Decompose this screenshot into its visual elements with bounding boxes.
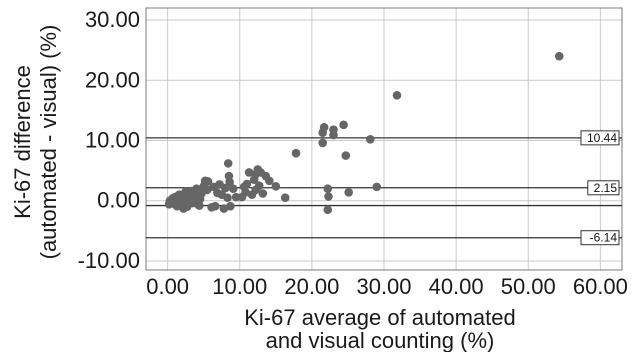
data-point	[228, 184, 238, 193]
data-point	[239, 182, 249, 192]
y-axis-title-line-1: Ki-67 difference	[10, 65, 35, 219]
reference-label-text: 2.15	[594, 181, 618, 195]
x-tick-label: 40.00	[429, 274, 484, 299]
reference-label-text: 10.44	[587, 131, 617, 145]
data-point	[271, 181, 281, 191]
data-point	[217, 190, 227, 200]
data-point	[280, 193, 290, 203]
data-point	[195, 201, 204, 210]
x-tick-label: 20.00	[284, 274, 339, 299]
data-point	[199, 181, 208, 191]
data-point	[182, 192, 191, 202]
y-tick-label: 0.00	[97, 188, 140, 213]
data-point	[339, 120, 348, 130]
x-tick-label: 0.00	[146, 274, 189, 299]
data-point	[341, 151, 351, 160]
data-point	[247, 190, 257, 200]
reference-line-label: 2.15	[587, 180, 620, 196]
y-tick-label: 30.00	[85, 7, 140, 32]
x-tick-label: 50.00	[501, 274, 556, 299]
data-point	[291, 148, 301, 158]
data-point	[179, 204, 188, 213]
grid-lines	[146, 8, 622, 270]
data-point	[554, 51, 564, 61]
data-point	[258, 189, 268, 198]
data-point	[244, 168, 254, 177]
reference-label-box	[580, 230, 620, 246]
data-point	[323, 184, 333, 193]
x-axis-title: Ki-67 average of automated and visual co…	[244, 305, 516, 352]
data-point	[191, 193, 201, 203]
data-point	[318, 138, 327, 148]
y-tick-label: 20.00	[85, 67, 140, 92]
reference-line-labels: 10.44 2.15 -6.14	[580, 130, 620, 246]
y-axis-title-line-2: (automated - visual) (%)	[36, 25, 61, 260]
data-point	[344, 188, 353, 197]
plot-area-frame	[145, 7, 623, 271]
data-point	[223, 159, 233, 168]
reference-label-box	[580, 130, 620, 146]
x-axis-ticks: 0.00 10.00 20.00 30.00 40.00 50.00 60.00	[146, 274, 628, 299]
data-point	[323, 205, 333, 215]
data-point	[207, 203, 216, 212]
data-point	[365, 135, 375, 144]
x-tick-label: 30.00	[356, 274, 411, 299]
data-points	[164, 51, 564, 215]
data-point	[225, 177, 234, 187]
x-tick-label: 10.00	[212, 274, 267, 299]
reference-label-text: -6.14	[590, 231, 618, 245]
reference-line-label: 10.44	[580, 130, 620, 146]
data-point	[187, 186, 196, 196]
data-point	[372, 182, 382, 192]
x-axis-title-line-2: and visual counting (%)	[266, 328, 495, 352]
data-point	[173, 191, 183, 201]
x-tick-label: 60.00	[573, 274, 628, 299]
data-point	[226, 201, 235, 211]
y-axis-ticks: -10.00 0.00 10.00 20.00 30.00	[78, 7, 140, 273]
reference-label-box	[587, 180, 620, 196]
x-axis-title-line-1: Ki-67 average of automated	[244, 305, 516, 330]
data-point	[324, 192, 333, 201]
y-tick-label: -10.00	[78, 248, 140, 273]
data-point	[167, 197, 177, 206]
data-point	[329, 130, 338, 140]
data-point	[392, 91, 402, 100]
data-point	[318, 128, 327, 137]
data-point	[249, 175, 259, 184]
y-tick-label: 10.00	[85, 128, 140, 153]
data-point	[231, 192, 241, 202]
data-point	[219, 204, 229, 213]
y-axis-title: Ki-67 difference (automated - visual) (%…	[10, 25, 61, 260]
reference-line-label: -6.14	[580, 230, 620, 246]
data-point	[209, 182, 219, 192]
